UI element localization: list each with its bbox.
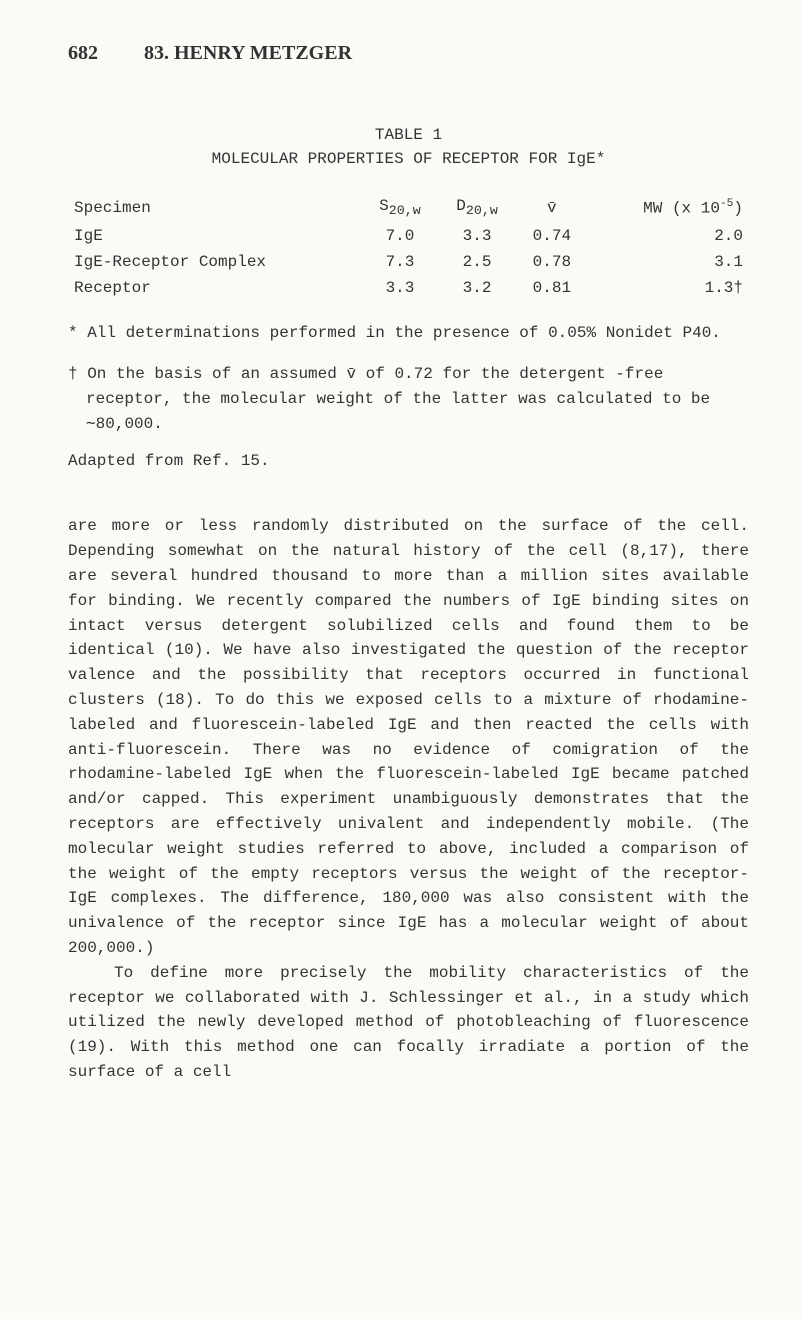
cell-s20w: 3.3 xyxy=(361,275,438,301)
molecular-properties-table: Specimen S20,w D20,w v̄ MW (x 10-5) IgE … xyxy=(68,193,749,301)
cell-d20w: 2.5 xyxy=(439,249,516,275)
cell-d20w: 3.3 xyxy=(439,223,516,249)
cell-specimen: IgE xyxy=(68,223,361,249)
col-mw: MW (x 10-5) xyxy=(588,193,749,223)
body-text: are more or less randomly distributed on… xyxy=(68,514,749,1084)
col-specimen: Specimen xyxy=(68,193,361,223)
page: 682 83. HENRY METZGER TABLE 1 MOLECULAR … xyxy=(0,0,801,1319)
table-row: IgE-Receptor Complex 7.3 2.5 0.78 3.1 xyxy=(68,249,749,275)
cell-vbar: 0.74 xyxy=(516,223,588,249)
table-header-row: Specimen S20,w D20,w v̄ MW (x 10-5) xyxy=(68,193,749,223)
page-number: 682 xyxy=(68,42,98,65)
cell-mw: 1.3† xyxy=(588,275,749,301)
chapter-title: 83. HENRY METZGER xyxy=(144,42,352,65)
cell-s20w: 7.3 xyxy=(361,249,438,275)
cell-mw: 3.1 xyxy=(588,249,749,275)
col-vbar: v̄ xyxy=(516,193,588,223)
col-d20w: D20,w xyxy=(439,193,516,223)
cell-vbar: 0.81 xyxy=(516,275,588,301)
page-header: 682 83. HENRY METZGER xyxy=(68,42,749,65)
cell-vbar: 0.78 xyxy=(516,249,588,275)
adapted-from: Adapted from Ref. 15. xyxy=(68,452,749,470)
table-row: Receptor 3.3 3.2 0.81 1.3† xyxy=(68,275,749,301)
col-s20w: S20,w xyxy=(361,193,438,223)
table-caption-line2: MOLECULAR PROPERTIES OF RECEPTOR FOR IgE… xyxy=(68,147,749,171)
footnote-star: * All determinations performed in the pr… xyxy=(68,321,749,346)
footnote-dagger: † On the basis of an assumed v̄ of 0.72 … xyxy=(68,362,749,436)
paragraph-2: To define more precisely the mobility ch… xyxy=(68,961,749,1085)
cell-mw: 2.0 xyxy=(588,223,749,249)
cell-d20w: 3.2 xyxy=(439,275,516,301)
cell-s20w: 7.0 xyxy=(361,223,438,249)
cell-specimen: IgE-Receptor Complex xyxy=(68,249,361,275)
cell-specimen: Receptor xyxy=(68,275,361,301)
table-caption-line1: TABLE 1 xyxy=(68,123,749,147)
table-row: IgE 7.0 3.3 0.74 2.0 xyxy=(68,223,749,249)
table-caption: TABLE 1 MOLECULAR PROPERTIES OF RECEPTOR… xyxy=(68,123,749,171)
paragraph-1: are more or less randomly distributed on… xyxy=(68,514,749,960)
